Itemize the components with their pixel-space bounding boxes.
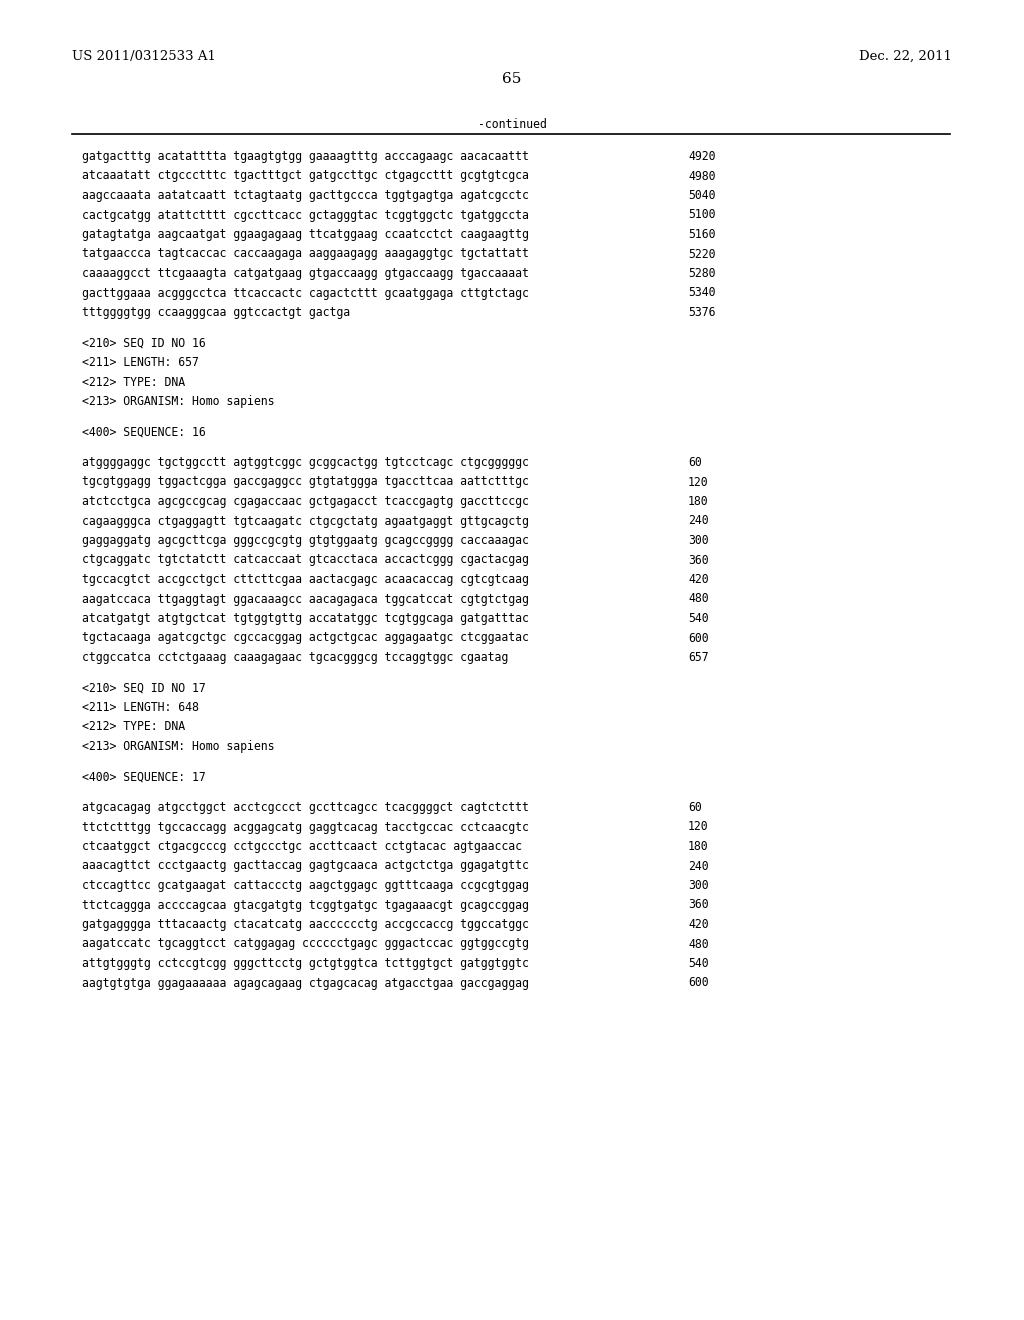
Text: gaggaggatg agcgcttcga gggccgcgtg gtgtggaatg gcagccgggg caccaaagac: gaggaggatg agcgcttcga gggccgcgtg gtgtgga… xyxy=(82,535,528,546)
Text: caaaaggcct ttcgaaagta catgatgaag gtgaccaagg gtgaccaagg tgaccaaaat: caaaaggcct ttcgaaagta catgatgaag gtgacca… xyxy=(82,267,528,280)
Text: aagatccatc tgcaggtcct catggagag cccccctgagc gggactccac ggtggccgtg: aagatccatc tgcaggtcct catggagag cccccctg… xyxy=(82,937,528,950)
Text: tatgaaccca tagtcaccac caccaagaga aaggaagagg aaagaggtgc tgctattatt: tatgaaccca tagtcaccac caccaagaga aaggaag… xyxy=(82,248,528,260)
Text: aagtgtgtga ggagaaaaaa agagcagaag ctgagcacag atgacctgaa gaccgaggag: aagtgtgtga ggagaaaaaa agagcagaag ctgagca… xyxy=(82,977,528,990)
Text: ctccagttcc gcatgaagat cattaccctg aagctggagc ggtttcaaga ccgcgtggag: ctccagttcc gcatgaagat cattaccctg aagctgg… xyxy=(82,879,528,892)
Text: <211> LENGTH: 648: <211> LENGTH: 648 xyxy=(82,701,199,714)
Text: 5376: 5376 xyxy=(688,306,716,319)
Text: aaacagttct ccctgaactg gacttaccag gagtgcaaca actgctctga ggagatgttc: aaacagttct ccctgaactg gacttaccag gagtgca… xyxy=(82,859,528,873)
Text: 60: 60 xyxy=(688,455,701,469)
Text: 540: 540 xyxy=(688,957,709,970)
Text: 300: 300 xyxy=(688,535,709,546)
Text: gatgactttg acatatttta tgaagtgtgg gaaaagtttg acccagaagc aacacaattt: gatgactttg acatatttta tgaagtgtgg gaaaagt… xyxy=(82,150,528,162)
Text: 480: 480 xyxy=(688,937,709,950)
Text: 657: 657 xyxy=(688,651,709,664)
Text: atcatgatgt atgtgctcat tgtggtgttg accatatggc tcgtggcaga gatgatttac: atcatgatgt atgtgctcat tgtggtgttg accatat… xyxy=(82,612,528,624)
Text: 360: 360 xyxy=(688,553,709,566)
Text: gatagtatga aagcaatgat ggaagagaag ttcatggaag ccaatcctct caagaagttg: gatagtatga aagcaatgat ggaagagaag ttcatgg… xyxy=(82,228,528,242)
Text: attgtgggtg cctccgtcgg gggcttcctg gctgtggtca tcttggtgct gatggtggtc: attgtgggtg cctccgtcgg gggcttcctg gctgtgg… xyxy=(82,957,528,970)
Text: 240: 240 xyxy=(688,859,709,873)
Text: <210> SEQ ID NO 16: <210> SEQ ID NO 16 xyxy=(82,337,206,350)
Text: <213> ORGANISM: Homo sapiens: <213> ORGANISM: Homo sapiens xyxy=(82,395,274,408)
Text: 180: 180 xyxy=(688,495,709,508)
Text: <210> SEQ ID NO 17: <210> SEQ ID NO 17 xyxy=(82,681,206,694)
Text: ctggccatca cctctgaaag caaagagaac tgcacgggcg tccaggtggc cgaatag: ctggccatca cctctgaaag caaagagaac tgcacgg… xyxy=(82,651,508,664)
Text: 600: 600 xyxy=(688,631,709,644)
Text: ttctcaggga accccagcaa gtacgatgtg tcggtgatgc tgagaaacgt gcagccggag: ttctcaggga accccagcaa gtacgatgtg tcggtga… xyxy=(82,899,528,912)
Text: 540: 540 xyxy=(688,612,709,624)
Text: 5160: 5160 xyxy=(688,228,716,242)
Text: atggggaggc tgctggcctt agtggtcggc gcggcactgg tgtcctcagc ctgcgggggc: atggggaggc tgctggcctt agtggtcggc gcggcac… xyxy=(82,455,528,469)
Text: 5040: 5040 xyxy=(688,189,716,202)
Text: 65: 65 xyxy=(503,73,521,86)
Text: <400> SEQUENCE: 17: <400> SEQUENCE: 17 xyxy=(82,771,206,784)
Text: 480: 480 xyxy=(688,593,709,606)
Text: atgcacagag atgcctggct acctcgccct gccttcagcc tcacggggct cagtctcttt: atgcacagag atgcctggct acctcgccct gccttca… xyxy=(82,801,528,814)
Text: 4920: 4920 xyxy=(688,150,716,162)
Text: 4980: 4980 xyxy=(688,169,716,182)
Text: atcaaatatt ctgccctttc tgactttgct gatgccttgc ctgagccttt gcgtgtcgca: atcaaatatt ctgccctttc tgactttgct gatgcct… xyxy=(82,169,528,182)
Text: 300: 300 xyxy=(688,879,709,892)
Text: gatgagggga tttacaactg ctacatcatg aacccccctg accgccaccg tggccatggc: gatgagggga tttacaactg ctacatcatg aaccccc… xyxy=(82,917,528,931)
Text: -continued: -continued xyxy=(477,117,547,131)
Text: <212> TYPE: DNA: <212> TYPE: DNA xyxy=(82,721,185,734)
Text: 240: 240 xyxy=(688,515,709,528)
Text: aagccaaata aatatcaatt tctagtaatg gacttgccca tggtgagtga agatcgcctc: aagccaaata aatatcaatt tctagtaatg gacttgc… xyxy=(82,189,528,202)
Text: ttctctttgg tgccaccagg acggagcatg gaggtcacag tacctgccac cctcaacgtc: ttctctttgg tgccaccagg acggagcatg gaggtca… xyxy=(82,821,528,833)
Text: 5220: 5220 xyxy=(688,248,716,260)
Text: gacttggaaa acgggcctca ttcaccactc cagactcttt gcaatggaga cttgtctagc: gacttggaaa acgggcctca ttcaccactc cagactc… xyxy=(82,286,528,300)
Text: <211> LENGTH: 657: <211> LENGTH: 657 xyxy=(82,356,199,370)
Text: tgccacgtct accgcctgct cttcttcgaa aactacgagc acaacaccag cgtcgtcaag: tgccacgtct accgcctgct cttcttcgaa aactacg… xyxy=(82,573,528,586)
Text: 600: 600 xyxy=(688,977,709,990)
Text: 5340: 5340 xyxy=(688,286,716,300)
Text: 5280: 5280 xyxy=(688,267,716,280)
Text: atctcctgca agcgccgcag cgagaccaac gctgagacct tcaccgagtg gaccttccgc: atctcctgca agcgccgcag cgagaccaac gctgaga… xyxy=(82,495,528,508)
Text: 360: 360 xyxy=(688,899,709,912)
Text: aagatccaca ttgaggtagt ggacaaagcc aacagagaca tggcatccat cgtgtctgag: aagatccaca ttgaggtagt ggacaaagcc aacagag… xyxy=(82,593,528,606)
Text: 120: 120 xyxy=(688,821,709,833)
Text: <212> TYPE: DNA: <212> TYPE: DNA xyxy=(82,375,185,388)
Text: 60: 60 xyxy=(688,801,701,814)
Text: <400> SEQUENCE: 16: <400> SEQUENCE: 16 xyxy=(82,425,206,438)
Text: 180: 180 xyxy=(688,840,709,853)
Text: ctcaatggct ctgacgcccg cctgccctgc accttcaact cctgtacac agtgaaccac: ctcaatggct ctgacgcccg cctgccctgc accttca… xyxy=(82,840,522,853)
Text: 120: 120 xyxy=(688,475,709,488)
Text: US 2011/0312533 A1: US 2011/0312533 A1 xyxy=(72,50,216,63)
Text: <213> ORGANISM: Homo sapiens: <213> ORGANISM: Homo sapiens xyxy=(82,741,274,752)
Text: tttggggtgg ccaagggcaa ggtccactgt gactga: tttggggtgg ccaagggcaa ggtccactgt gactga xyxy=(82,306,350,319)
Text: 420: 420 xyxy=(688,573,709,586)
Text: ctgcaggatc tgtctatctt catcaccaat gtcacctaca accactcggg cgactacgag: ctgcaggatc tgtctatctt catcaccaat gtcacct… xyxy=(82,553,528,566)
Text: 420: 420 xyxy=(688,917,709,931)
Text: cactgcatgg atattctttt cgccttcacc gctagggtac tcggtggctc tgatggccta: cactgcatgg atattctttt cgccttcacc gctaggg… xyxy=(82,209,528,222)
Text: tgctacaaga agatcgctgc cgccacggag actgctgcac aggagaatgc ctcggaatac: tgctacaaga agatcgctgc cgccacggag actgctg… xyxy=(82,631,528,644)
Text: tgcgtggagg tggactcgga gaccgaggcc gtgtatggga tgaccttcaa aattctttgc: tgcgtggagg tggactcgga gaccgaggcc gtgtatg… xyxy=(82,475,528,488)
Text: cagaagggca ctgaggagtt tgtcaagatc ctgcgctatg agaatgaggt gttgcagctg: cagaagggca ctgaggagtt tgtcaagatc ctgcgct… xyxy=(82,515,528,528)
Text: Dec. 22, 2011: Dec. 22, 2011 xyxy=(859,50,952,63)
Text: 5100: 5100 xyxy=(688,209,716,222)
